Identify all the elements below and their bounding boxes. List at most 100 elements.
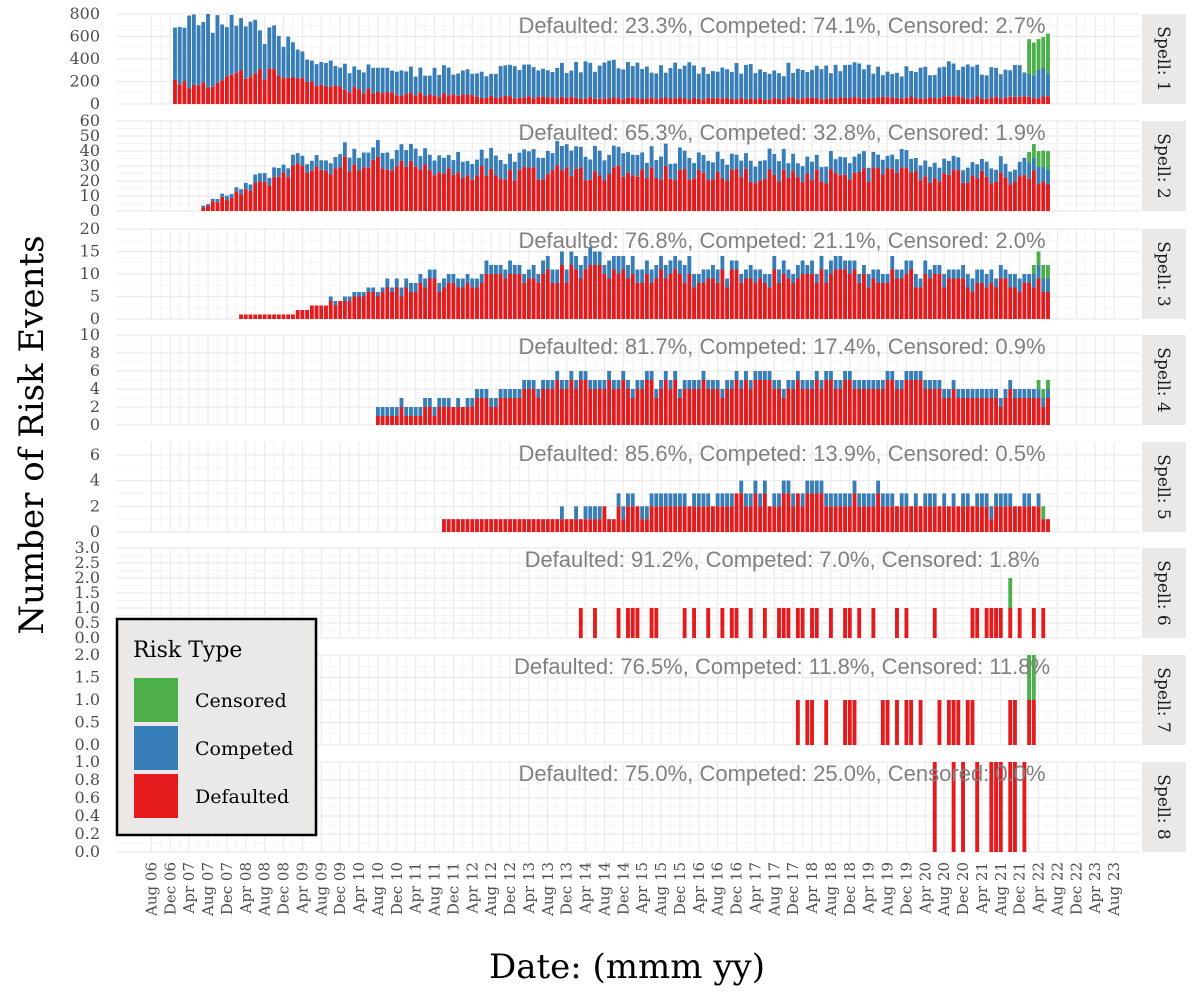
bar-competed bbox=[385, 278, 390, 288]
bar-defaulted bbox=[975, 178, 980, 211]
bar-competed bbox=[828, 493, 833, 507]
bar-competed bbox=[852, 260, 857, 270]
bar-competed bbox=[560, 251, 564, 265]
bar-defaulted bbox=[649, 167, 654, 211]
bar-competed bbox=[182, 27, 187, 82]
bar-competed bbox=[857, 380, 862, 389]
bar-defaulted bbox=[635, 176, 640, 211]
y-tick-label: 200 bbox=[69, 72, 100, 91]
bar-defaulted bbox=[701, 283, 706, 319]
bar-competed bbox=[442, 278, 446, 288]
bar-competed bbox=[541, 260, 545, 274]
y-tick-label: 3.0 bbox=[75, 538, 100, 557]
bar-defaulted bbox=[701, 380, 706, 425]
bar-defaulted bbox=[550, 283, 555, 319]
bar-competed bbox=[229, 14, 234, 75]
bar-competed bbox=[305, 59, 310, 82]
bar-competed bbox=[375, 67, 380, 92]
bar-defaulted bbox=[696, 506, 701, 532]
bar-defaulted bbox=[607, 380, 612, 425]
bar-competed bbox=[828, 260, 833, 274]
bar-defaulted bbox=[399, 95, 404, 104]
bar-competed bbox=[437, 74, 442, 97]
bar-defaulted bbox=[819, 493, 824, 532]
y-tick-label: 0.6 bbox=[75, 788, 100, 807]
bar-competed bbox=[706, 380, 711, 389]
bar-defaulted bbox=[1013, 287, 1017, 319]
y-tick-label: 0.0 bbox=[75, 628, 100, 647]
bar-defaulted bbox=[989, 398, 994, 425]
bar-competed bbox=[536, 274, 541, 283]
bar-competed bbox=[550, 269, 555, 283]
bar-defaulted bbox=[885, 506, 890, 532]
bar-defaulted bbox=[607, 98, 612, 104]
bar-defaulted bbox=[668, 506, 673, 532]
bar-defaulted bbox=[795, 700, 800, 745]
bar-competed bbox=[989, 168, 994, 184]
bar-defaulted bbox=[899, 98, 904, 104]
bar-defaulted bbox=[352, 296, 357, 319]
bar-defaulted bbox=[1017, 96, 1022, 104]
bar-defaulted bbox=[786, 278, 791, 319]
bar-defaulted bbox=[607, 519, 612, 532]
bar-competed bbox=[857, 493, 862, 507]
bar-competed bbox=[257, 30, 262, 70]
bar-censored bbox=[1041, 506, 1046, 520]
bar-defaulted bbox=[522, 283, 527, 319]
bar-defaulted bbox=[342, 89, 347, 104]
bar-defaulted bbox=[753, 380, 758, 425]
bar-defaulted bbox=[909, 506, 914, 532]
legend-label-competed: Competed bbox=[195, 738, 293, 760]
bar-defaulted bbox=[531, 389, 536, 425]
bar-competed bbox=[659, 256, 663, 270]
bar-defaulted bbox=[692, 97, 696, 104]
x-tick-label: Apr 13 bbox=[520, 862, 538, 914]
bar-defaulted bbox=[611, 167, 616, 211]
bar-competed bbox=[616, 146, 621, 166]
bar-defaulted bbox=[725, 506, 730, 532]
bar-defaulted bbox=[630, 398, 635, 425]
bar-defaulted bbox=[994, 181, 999, 211]
bar-defaulted bbox=[791, 506, 796, 532]
bar-defaulted bbox=[517, 97, 522, 104]
bar-competed bbox=[574, 62, 579, 98]
bar-defaulted bbox=[616, 389, 621, 425]
bar-competed bbox=[470, 278, 475, 288]
bar-defaulted bbox=[276, 75, 281, 104]
bar-defaulted bbox=[1003, 398, 1008, 425]
bar-defaulted bbox=[404, 287, 409, 319]
bar-defaulted bbox=[951, 700, 956, 745]
bar-competed bbox=[956, 269, 961, 279]
bar-defaulted bbox=[654, 278, 659, 319]
x-tick-label: Aug 06 bbox=[142, 862, 160, 917]
bar-competed bbox=[819, 480, 824, 494]
bar-defaulted bbox=[220, 196, 225, 211]
bar-competed bbox=[300, 155, 305, 166]
bar-defaulted bbox=[437, 96, 442, 104]
bar-defaulted bbox=[937, 506, 942, 532]
bar-competed bbox=[243, 26, 248, 79]
bar-competed bbox=[1022, 72, 1027, 97]
bar-defaulted bbox=[593, 265, 597, 319]
bar-defaulted bbox=[890, 269, 895, 319]
bar-competed bbox=[456, 151, 461, 173]
bar-defaulted bbox=[711, 179, 715, 211]
bar-defaulted bbox=[767, 506, 772, 532]
bar-defaulted bbox=[913, 380, 918, 425]
bar-competed bbox=[696, 274, 701, 283]
bar-defaulted bbox=[442, 407, 446, 425]
bar-competed bbox=[819, 256, 824, 270]
bar-defaulted bbox=[805, 700, 810, 745]
bar-competed bbox=[814, 371, 819, 380]
bar-defaulted bbox=[965, 287, 970, 319]
bar-defaulted bbox=[895, 97, 899, 104]
bar-competed bbox=[564, 269, 569, 283]
bar-defaulted bbox=[1036, 278, 1041, 319]
bar-defaulted bbox=[432, 416, 437, 425]
bar-defaulted bbox=[668, 178, 673, 211]
bar-defaulted bbox=[843, 380, 848, 425]
bar-defaulted bbox=[286, 314, 291, 319]
x-axis-title: Date: (mmm yy) bbox=[489, 947, 765, 987]
bar-competed bbox=[734, 154, 739, 169]
bar-competed bbox=[1036, 493, 1041, 507]
